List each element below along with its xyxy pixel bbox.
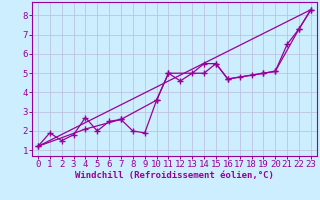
X-axis label: Windchill (Refroidissement éolien,°C): Windchill (Refroidissement éolien,°C) (75, 171, 274, 180)
